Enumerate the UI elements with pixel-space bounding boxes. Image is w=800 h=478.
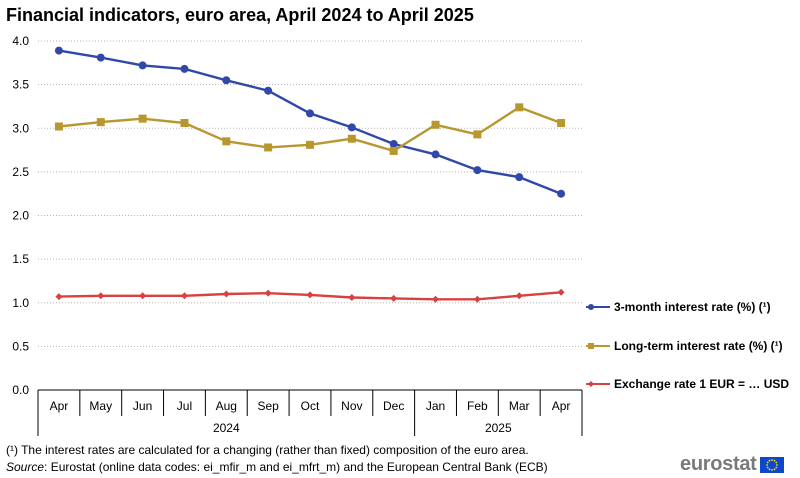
data-point-0	[306, 109, 314, 118]
flag-star	[773, 459, 775, 462]
data-point-2	[390, 294, 398, 302]
data-point-1	[264, 143, 273, 152]
data-point-1	[138, 114, 147, 123]
data-point-2	[348, 294, 356, 302]
chart-title: Financial indicators, euro area, April 2…	[6, 5, 474, 25]
x-tick-label: Oct	[301, 399, 320, 413]
x-tick-label: Aug	[216, 399, 237, 413]
x-tick-label: Jan	[426, 399, 445, 413]
y-tick-label: 0.5	[12, 339, 29, 353]
y-axis: 0.0 0.5 1.0 1.5 2.0 2.5 3.0 3.5 4.0	[12, 34, 29, 397]
legend-swatch-3-month-rate	[586, 304, 610, 310]
flag-star	[773, 467, 775, 470]
y-tick-label: 4.0	[12, 34, 29, 48]
legend-label-3-month-rate: 3-month interest rate (%) (¹)	[614, 300, 771, 314]
year-label: 2024	[213, 421, 240, 435]
source-text: : Eurostat (online data codes: ei_mfir_m…	[44, 460, 548, 474]
data-point-0	[515, 173, 524, 182]
data-point-2	[306, 291, 314, 299]
x-tick-label: Feb	[467, 399, 488, 413]
source-label: Source	[6, 460, 45, 474]
x-tick-label: Mar	[509, 399, 530, 413]
data-point-1	[557, 119, 566, 128]
flag-star	[766, 461, 769, 463]
data-point-1	[180, 119, 189, 128]
y-tick-label: 0.0	[12, 383, 29, 397]
plot-area	[54, 46, 566, 303]
data-point-2	[432, 295, 440, 303]
y-tick-label: 2.0	[12, 209, 29, 223]
y-tick-label: 3.0	[12, 121, 29, 135]
data-point-1	[473, 130, 482, 139]
eu-flag-icon	[759, 456, 784, 473]
flag-star	[774, 466, 777, 468]
data-point-1	[347, 134, 356, 143]
data-point-0	[138, 61, 147, 70]
y-tick-label: 2.5	[12, 165, 29, 179]
y-tick-label: 1.5	[12, 252, 29, 266]
legend-item-long-term-rate: Long-term interest rate (%) (¹)	[585, 339, 783, 353]
y-tick-label: 3.5	[12, 78, 29, 92]
flag-star	[768, 459, 770, 462]
legend-item-exchange-rate: Exchange rate 1 EUR = … USD	[585, 377, 789, 391]
data-point-0	[389, 139, 398, 148]
flag-star	[765, 463, 768, 466]
data-point-0	[473, 166, 482, 175]
source-line: Source: Eurostat (online data codes: ei_…	[6, 460, 548, 474]
legend-label-long-term-rate: Long-term interest rate (%) (¹)	[614, 339, 783, 353]
legend-label-exchange-rate: Exchange rate 1 EUR = … USD	[614, 377, 790, 391]
y-tick-label: 1.0	[12, 296, 29, 310]
eurostat-logo: eurostat	[680, 453, 784, 476]
x-axis: Apr May Jun Jul Aug Sep Oct Nov Dec Jan Feb Mar Apr 2…	[37, 389, 583, 436]
data-point-0	[96, 53, 105, 62]
data-point-0	[180, 64, 189, 73]
data-point-2	[139, 292, 147, 300]
data-point-1	[515, 103, 524, 112]
data-point-0	[264, 86, 273, 95]
data-point-2	[557, 288, 565, 296]
flag-star	[768, 467, 770, 470]
x-tick-label: Jul	[177, 399, 192, 413]
legend-swatch-exchange-rate	[586, 381, 610, 387]
footnote: (¹) The interest rates are calculated fo…	[6, 443, 529, 457]
gridlines	[38, 40, 582, 347]
data-point-1	[306, 140, 314, 149]
flag-star	[766, 466, 769, 468]
data-point-1	[431, 120, 440, 129]
x-tick-label: Apr	[552, 399, 571, 413]
data-point-2	[515, 292, 523, 300]
legend-item-3-month-rate: 3-month interest rate (%) (¹)	[585, 300, 771, 314]
x-tick-label: Nov	[341, 399, 362, 413]
data-point-2	[97, 292, 105, 300]
data-point-2	[55, 293, 63, 301]
x-tick-label: Jun	[133, 399, 152, 413]
x-tick-label: May	[89, 399, 112, 413]
data-point-1	[54, 122, 63, 131]
data-point-1	[222, 137, 231, 146]
flag-star	[774, 461, 777, 463]
data-point-0	[557, 189, 566, 198]
flag-background	[759, 456, 784, 473]
eurostat-logo-text: eurostat	[680, 453, 757, 475]
flag-star	[770, 458, 773, 461]
data-point-2	[473, 295, 481, 303]
data-point-1	[389, 146, 398, 155]
data-point-0	[431, 150, 440, 159]
data-point-2	[264, 289, 272, 297]
data-point-0	[222, 76, 231, 85]
x-tick-label: Apr	[50, 399, 69, 413]
data-point-0	[54, 46, 63, 55]
data-point-1	[96, 118, 105, 127]
x-tick-label: Dec	[383, 399, 404, 413]
legend-swatch-long-term-rate	[586, 343, 610, 349]
flag-star	[770, 468, 773, 471]
data-point-0	[347, 123, 356, 132]
year-label: 2025	[485, 421, 512, 435]
x-tick-label: Sep	[257, 399, 279, 413]
data-point-2	[180, 292, 188, 300]
data-point-2	[222, 290, 230, 298]
flag-star	[775, 463, 778, 466]
